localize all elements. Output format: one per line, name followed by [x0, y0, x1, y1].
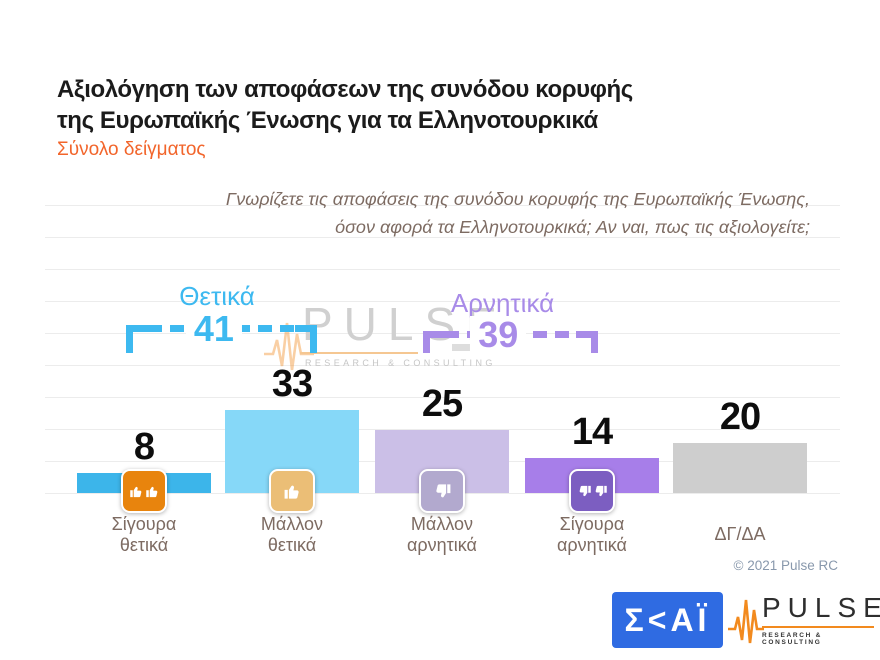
gridline: [45, 301, 840, 302]
pulse-logo-underline: [762, 626, 874, 628]
category-label-line: αρνητικά: [407, 535, 477, 555]
negative-group-bracket: 39: [423, 316, 598, 354]
category-label: ΔΓ/ΔΑ: [665, 514, 815, 545]
pulse-logo-tagline: RESEARCH & CONSULTING: [762, 632, 822, 646]
category-label: Μάλλον θετικά: [217, 514, 367, 556]
double-thumbs-up-icon: [121, 469, 167, 513]
chart-title: Αξιολόγηση των αποφάσεων της συνόδου κορ…: [57, 74, 633, 136]
survey-question-line1: Γνωρίζετε τις αποφάσεις της συνόδου κορυ…: [225, 189, 810, 209]
category-label-line: αρνητικά: [557, 535, 627, 555]
chart-title-line1: Αξιολόγηση των αποφάσεων της συνόδου κορ…: [57, 76, 633, 103]
watermark-waveform-icon: [264, 322, 314, 371]
double-thumbs-down-icon: [569, 469, 615, 513]
positive-group-value: 41: [185, 310, 242, 348]
category-label-line: θετικά: [119, 535, 169, 555]
thumb-down-icon: [419, 469, 465, 513]
bar-column: 25: [375, 205, 509, 513]
bracket-cap: [576, 331, 598, 338]
skai-logo-text: Σ<ΑΪ: [624, 601, 711, 638]
bar-value: 33: [271, 363, 313, 405]
watermark-pulse-wordmark: PULSE: [302, 298, 508, 350]
category-label-line: Σίγουρα: [111, 514, 177, 534]
gridline: [45, 269, 840, 270]
gridline: [45, 205, 840, 206]
bar-value: 8: [133, 426, 155, 468]
pulse-logo: PULSE RESEARCH & CONSULTING: [728, 593, 880, 651]
category-label-line: Μάλλον: [260, 514, 324, 534]
chart-title-line2: της Ευρωπαϊκής Ένωσης για τα Ελληνοτουρκ…: [57, 107, 598, 134]
negative-group-value: 39: [470, 316, 527, 354]
bar-fill: [673, 443, 807, 493]
category-label: Σίγουρα θετικά: [69, 514, 219, 556]
category-label-line: ΔΓ/ΔΑ: [714, 524, 766, 544]
gridline: [45, 429, 840, 430]
copyright-text: © 2021 Pulse RC: [733, 558, 839, 573]
bar-column: 20: [673, 205, 807, 493]
category-label: Σίγουρα αρνητικά: [517, 514, 667, 556]
pulse-waveform-icon: [728, 599, 764, 644]
sample-label: Σύνολο δείγματος: [57, 139, 206, 160]
watermark-tagline: RESEARCH & CONSULTING: [305, 358, 496, 368]
bar-value: 20: [719, 396, 761, 438]
category-label-line: θετικά: [267, 535, 317, 555]
bar-column: 8: [77, 205, 211, 513]
bracket-leg: [126, 325, 133, 353]
category-label: Μάλλον αρνητικά: [367, 514, 517, 556]
skai-logo: Σ<ΑΪ: [612, 592, 723, 648]
survey-question-line2: όσον αφορά τα Ελληνοτουρκικά; Αν ναι, πω…: [335, 217, 810, 237]
bar-column: 14: [525, 205, 659, 513]
negative-group-label: Αρνητικά: [450, 288, 555, 318]
gridline: [45, 397, 840, 398]
bar-value: 14: [571, 411, 613, 453]
watermark-underline: [300, 352, 418, 354]
bar-value: 25: [421, 383, 463, 425]
category-label-line: Μάλλον: [410, 514, 474, 534]
bracket-leg: [591, 331, 598, 353]
gridline: [45, 237, 840, 238]
bar-column: 33: [225, 205, 359, 513]
gridline: [45, 365, 840, 366]
bracket-leg: [423, 331, 430, 353]
thumb-up-icon: [269, 469, 315, 513]
category-label-line: Σίγουρα: [559, 514, 625, 534]
positive-group-label: Θετικά: [179, 281, 255, 311]
bracket-cap: [423, 331, 445, 338]
pulse-logo-wordmark: PULSE: [762, 592, 880, 623]
bracket-leg: [310, 325, 317, 353]
watermark-submark: [452, 344, 480, 351]
positive-group-bracket: 41: [126, 310, 317, 353]
bracket-cap: [126, 325, 148, 332]
survey-question: Γνωρίζετε τις αποφάσεις της συνόδου κορυ…: [226, 185, 810, 241]
bracket-cap: [295, 325, 317, 332]
